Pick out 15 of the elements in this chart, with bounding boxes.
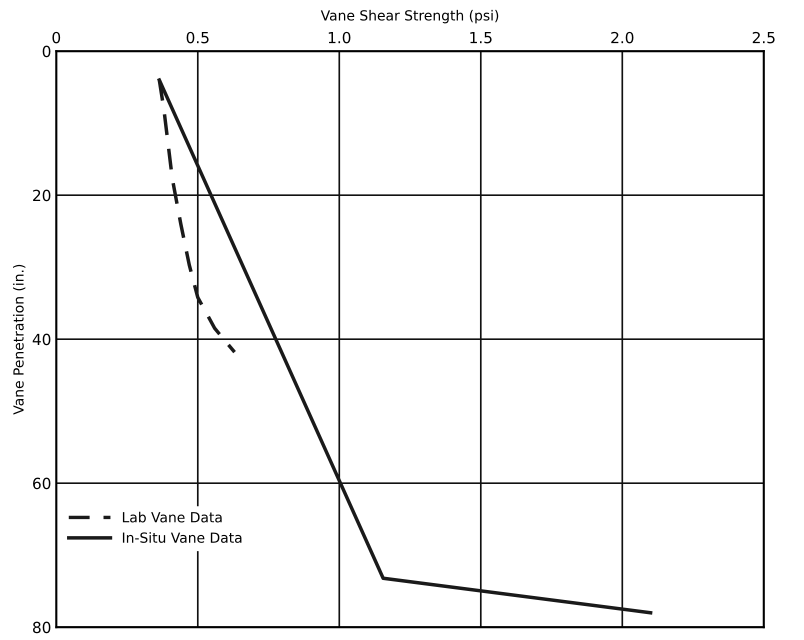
x-tick-label: 2.0: [611, 32, 634, 44]
y-tick-label: 80: [33, 622, 50, 634]
x-axis-title: Vane Shear Strength (psi): [320, 10, 498, 24]
y-tick-label: 20: [33, 190, 50, 202]
y-tick-label: 0: [42, 46, 50, 58]
x-tick-label: 2.5: [752, 32, 775, 44]
y-tick-label: 40: [32, 334, 50, 346]
legend-label: In-Situ Vane Data: [122, 532, 242, 543]
x-tick-label: 1.5: [470, 32, 492, 44]
x-tick-label: 0.5: [186, 32, 209, 44]
legend-label: Lab Vane Data: [122, 512, 222, 523]
x-tick-label: 1.0: [328, 32, 350, 44]
y-tick-label: 60: [33, 478, 50, 490]
y-axis-title: Vane Penetration (in.): [12, 264, 26, 415]
x-tick-label: 0: [52, 32, 60, 44]
